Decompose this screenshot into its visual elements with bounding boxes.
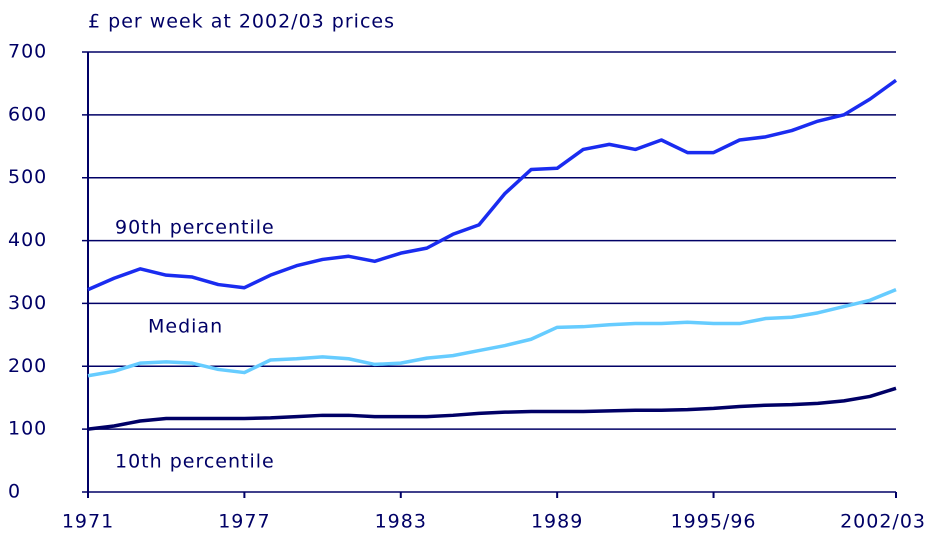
y-tick-label: 600 bbox=[8, 103, 47, 125]
y-tick-label: 400 bbox=[8, 229, 47, 251]
y-tick-label: 300 bbox=[8, 292, 47, 314]
x-tick-label: 1971 bbox=[62, 511, 114, 533]
y-tick-label: 200 bbox=[8, 355, 47, 377]
y-tick-label: 500 bbox=[8, 166, 47, 188]
x-tick-label: 1983 bbox=[375, 511, 427, 533]
series-line bbox=[87, 78, 898, 292]
x-tick-label: 1995/96 bbox=[671, 511, 757, 533]
series-label: Median bbox=[148, 316, 223, 338]
series-label: 10th percentile bbox=[115, 451, 275, 473]
series-line bbox=[87, 287, 897, 378]
series-label: 90th percentile bbox=[115, 217, 275, 239]
y-tick-label: 0 bbox=[8, 481, 21, 503]
series-line bbox=[87, 386, 897, 431]
x-tick-label: 2002/03 bbox=[840, 511, 926, 533]
y-tick-label: 100 bbox=[8, 418, 47, 440]
x-tick-label: 1989 bbox=[531, 511, 583, 533]
x-tick-label: 1977 bbox=[218, 511, 270, 533]
y-axis-label: £ per week at 2002/03 prices bbox=[88, 11, 395, 33]
y-tick-label: 700 bbox=[8, 41, 47, 63]
